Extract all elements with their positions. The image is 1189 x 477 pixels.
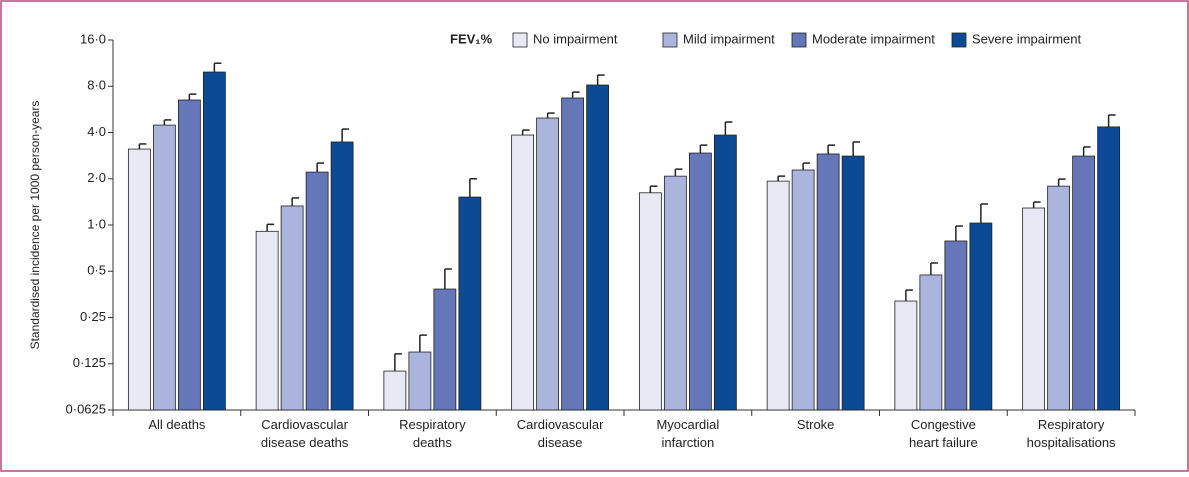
bar [561,97,585,411]
x-tick-label: Respiratory hospitalisations [1027,417,1116,450]
y-tick-label: 0·125 [73,355,106,370]
legend-swatch [512,32,528,48]
bar [688,152,712,411]
bar [433,288,457,411]
x-tick-label: All deaths [148,417,206,432]
y-tick-label: 4·0 [87,124,106,139]
x-tick-label: Cardiovascular disease [517,417,604,450]
bar [1022,207,1046,411]
x-tick-label: Cardiovascular disease deaths [261,417,349,450]
y-tick-label: 0·0625 [66,401,106,416]
legend-swatch [791,32,807,48]
legend-title: FEV₁% [450,31,493,46]
bar [894,300,918,411]
bar [638,192,662,411]
y-tick-label: 8·0 [87,78,106,93]
x-tick-label: Myocardial infarction [656,417,719,450]
bar [536,117,560,411]
bar [305,171,329,411]
bar [1097,126,1121,411]
bar [944,240,968,411]
bar [383,370,407,411]
y-axis-label: Standardised incidence per 1000 person-y… [28,101,42,350]
bar [766,180,790,411]
x-tick-label: Stroke [797,417,835,432]
bar [177,99,201,411]
bar [1072,155,1096,411]
bar [280,205,304,411]
legend-label: No impairment [533,31,618,46]
bar [255,230,279,411]
y-tick-label: 0·5 [87,263,106,278]
bar [408,351,432,411]
bar [1047,185,1071,411]
bar [969,222,993,411]
legend-label: Mild impairment [683,31,775,46]
x-tick-label: Congestive heart failure [909,417,978,450]
bar [586,84,610,411]
bar [791,169,815,411]
bar [816,153,840,411]
bar [841,155,865,411]
bar [330,141,354,411]
bar [713,134,737,411]
y-tick-label: 1·0 [87,216,106,231]
bar [202,71,226,411]
bar [919,274,943,411]
legend-label: Severe impairment [972,31,1081,46]
y-tick-label: 0·25 [80,309,106,324]
y-tick-label: 16·0 [80,31,106,46]
legend-label: Moderate impairment [812,31,935,46]
y-tick-label: 2·0 [87,170,106,185]
x-tick-label: Respiratory deaths [399,417,466,450]
bar [663,175,687,411]
legend-swatch [951,32,967,48]
bar [511,134,535,411]
legend-swatch [662,32,678,48]
bar [127,148,151,411]
bar [152,124,176,411]
bar [458,196,482,411]
